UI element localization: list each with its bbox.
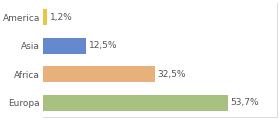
- Text: 32,5%: 32,5%: [158, 70, 186, 79]
- Text: 1,2%: 1,2%: [50, 13, 73, 22]
- Bar: [43, 9, 47, 25]
- Text: 12,5%: 12,5%: [89, 41, 117, 50]
- Bar: [43, 95, 228, 111]
- Bar: [43, 66, 155, 82]
- Text: 53,7%: 53,7%: [231, 98, 259, 107]
- Bar: [43, 38, 86, 54]
